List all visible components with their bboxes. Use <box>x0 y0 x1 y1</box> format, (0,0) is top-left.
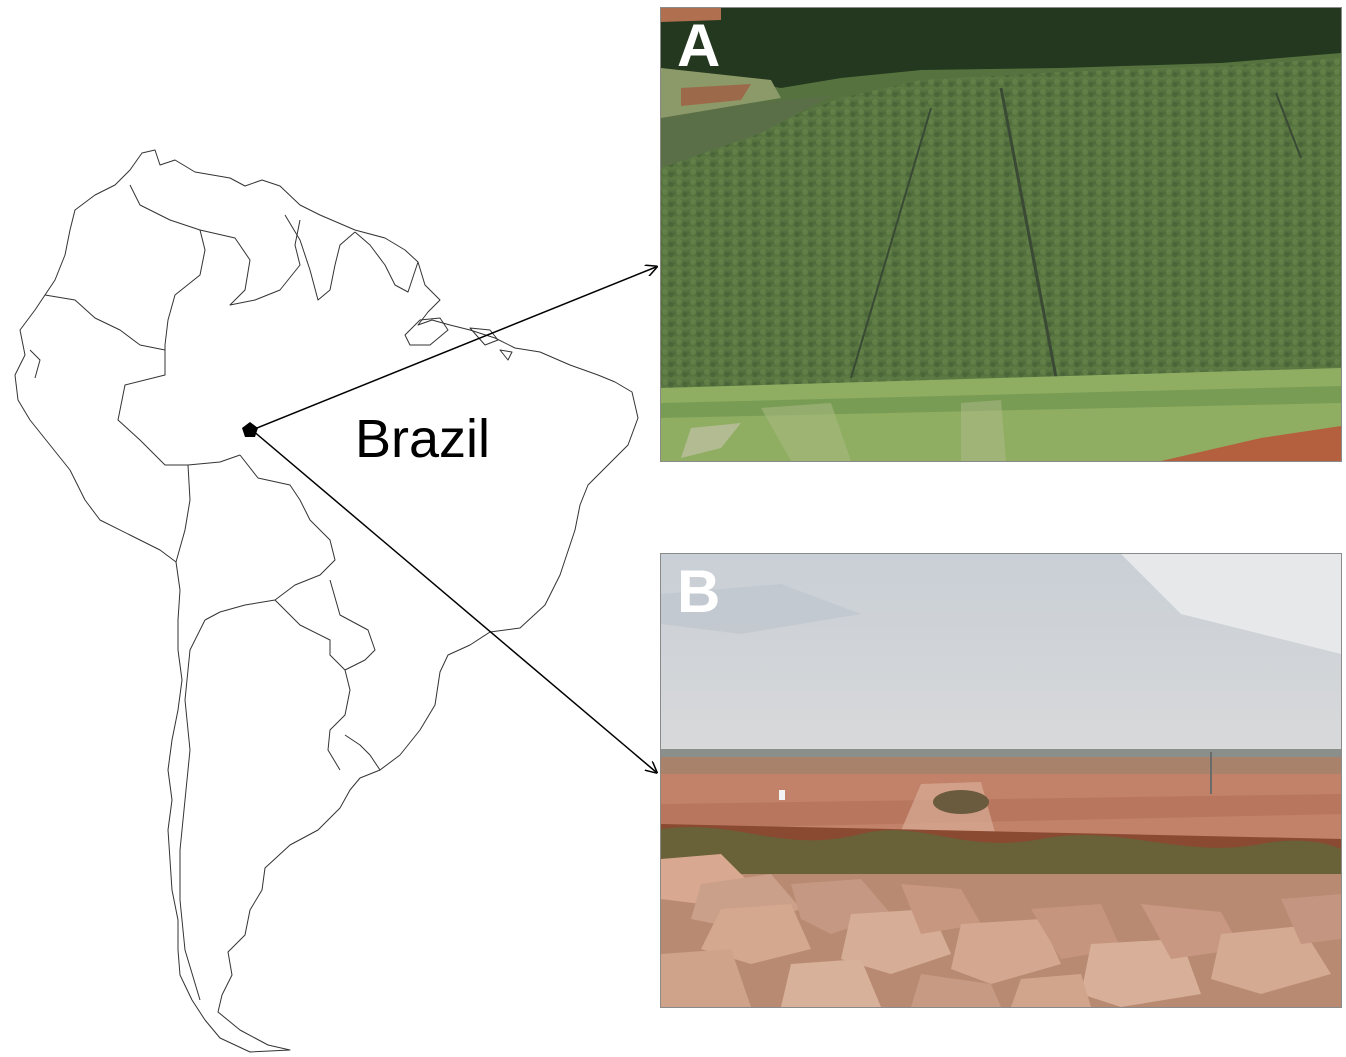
arrow-to-panel-a <box>251 267 656 431</box>
panel-label-a: A <box>677 12 721 79</box>
photo-panel-a: A <box>660 7 1342 462</box>
panel-label-b: B <box>677 558 721 625</box>
country-label-brazil: Brazil <box>355 409 491 469</box>
continent-outline <box>14 149 639 1053</box>
photo-panel-b: B <box>660 553 1342 1008</box>
arrow-to-panel-b <box>251 429 656 772</box>
pentagon-location-marker <box>242 422 258 437</box>
